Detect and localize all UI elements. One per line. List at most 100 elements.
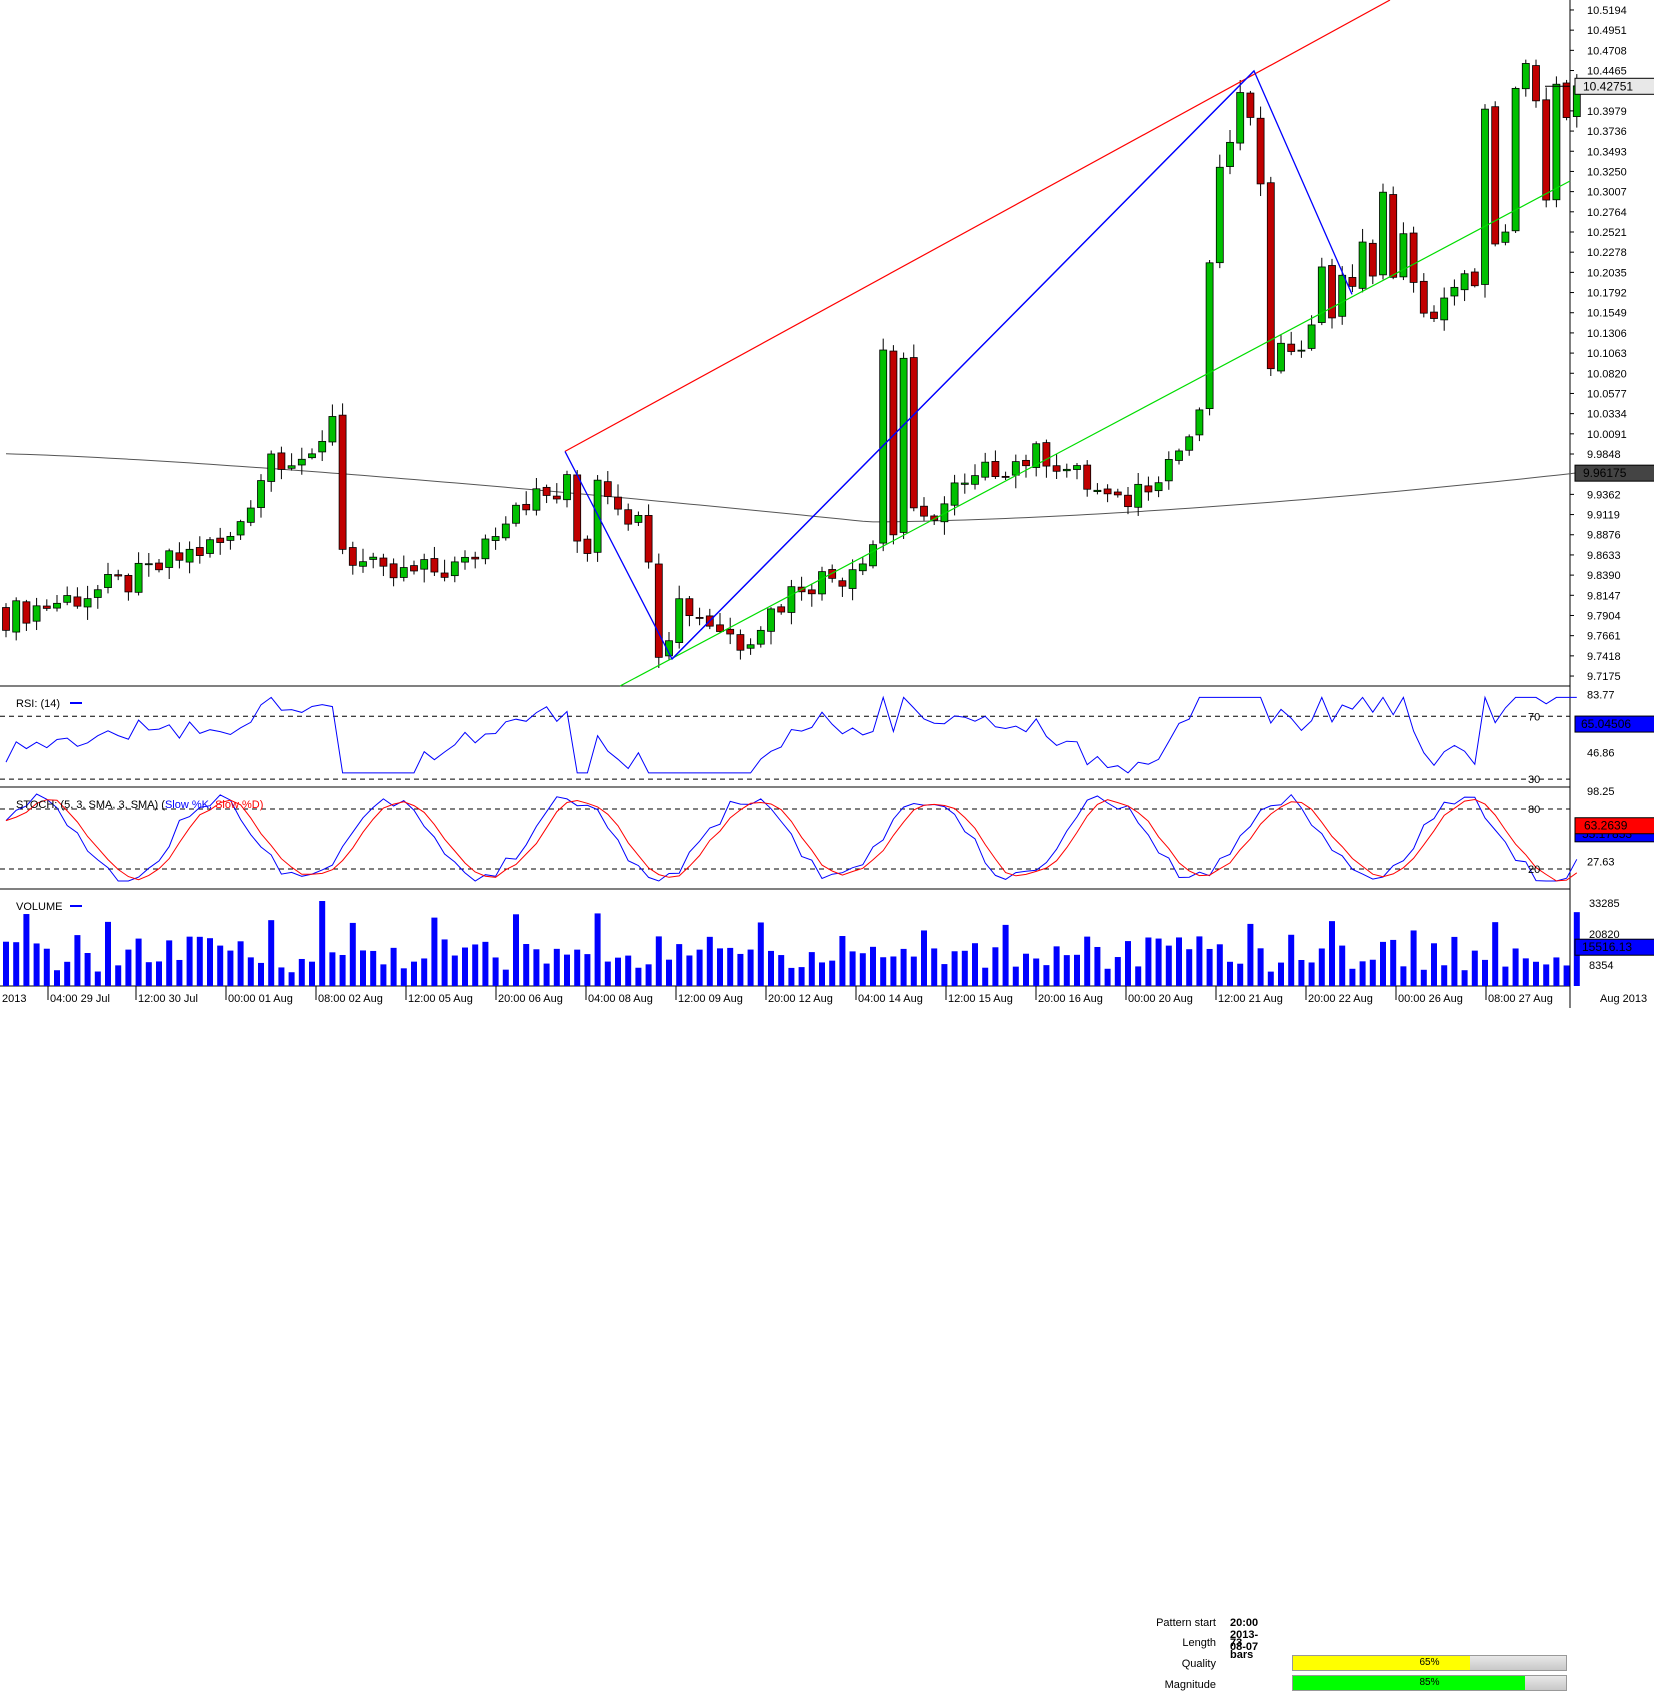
- volume-bar: [145, 962, 152, 986]
- volume-bar: [1492, 922, 1499, 986]
- candle-down: [1256, 117, 1265, 185]
- volume-bar: [1288, 934, 1295, 986]
- volume-bar: [1135, 966, 1142, 986]
- volume-bar: [196, 936, 203, 986]
- volume-bar: [553, 948, 560, 986]
- candle-down: [1419, 280, 1428, 314]
- candle-up: [981, 461, 990, 478]
- volume-bar: [1186, 949, 1193, 986]
- x-tick-label: Aug 2013: [1600, 993, 1647, 1005]
- candle-up: [1062, 468, 1071, 472]
- candle-down: [991, 461, 1000, 477]
- candle-up: [1460, 273, 1469, 291]
- volume-bar: [1084, 936, 1091, 986]
- candle-down: [777, 606, 786, 613]
- volume-bar: [288, 972, 295, 986]
- candle-up: [1164, 458, 1173, 482]
- candle-down: [1532, 65, 1540, 102]
- x-tick-label: 00:00 20 Aug: [1128, 993, 1193, 1005]
- volume-bar: [594, 913, 601, 986]
- price-tick-label: 9.9119: [1587, 510, 1620, 522]
- candle-up: [756, 629, 765, 645]
- candle-down: [695, 617, 704, 619]
- stoch-tick-label: 20: [1528, 864, 1540, 876]
- candle-down: [930, 515, 939, 521]
- volume-bar: [1063, 955, 1070, 986]
- volume-bar: [972, 943, 978, 986]
- x-tick-label: 2013: [2, 993, 26, 1005]
- volume-bar: [1400, 966, 1407, 986]
- volume-bar: [584, 954, 591, 986]
- volume-bar: [156, 961, 162, 986]
- candle-down: [522, 503, 531, 511]
- candle-up: [1195, 409, 1204, 436]
- candle-down: [583, 538, 592, 554]
- volume-bar: [1441, 965, 1448, 986]
- volume-bar: [462, 947, 468, 986]
- candle-down: [1389, 194, 1398, 278]
- x-tick-label: 12:00 09 Aug: [678, 993, 743, 1005]
- candle-up: [1073, 465, 1081, 470]
- volume-bar: [64, 961, 71, 986]
- volume-bar: [1267, 971, 1274, 986]
- candle-up: [1134, 483, 1143, 508]
- volume-bar: [543, 963, 550, 986]
- candle-down: [389, 563, 398, 579]
- price-tick-label: 10.1063: [1587, 348, 1627, 360]
- candle-up: [899, 357, 908, 533]
- volume-bar: [1114, 957, 1121, 986]
- volume-bar: [1533, 961, 1539, 986]
- candle-up: [165, 550, 174, 568]
- candle-up: [1450, 286, 1459, 297]
- candle-up: [481, 538, 490, 560]
- candle-down: [1246, 92, 1255, 118]
- candle-up: [869, 544, 877, 567]
- volume-bar: [309, 961, 315, 986]
- volume-bar: [54, 970, 60, 986]
- stoch-tick-label: 80: [1528, 804, 1540, 816]
- candle-down: [603, 481, 612, 497]
- volume-bar: [1359, 961, 1366, 986]
- rsi-current-label: 65.04506: [1581, 717, 1631, 731]
- price-tick-label: 9.8633: [1587, 550, 1621, 562]
- candle-down: [195, 547, 204, 556]
- candle-up: [1185, 436, 1194, 451]
- pattern-magnitude-label: Magnitude: [1164, 1679, 1216, 1691]
- candle-down: [1562, 82, 1571, 118]
- volume-label: VOLUME: [16, 901, 62, 913]
- candle-up: [1552, 83, 1561, 201]
- price-tick-label: 9.9362: [1587, 489, 1621, 501]
- volume-bar: [278, 967, 285, 986]
- candle-down: [644, 515, 653, 563]
- candle-down: [379, 557, 388, 567]
- volume-bar: [951, 951, 958, 986]
- candle-down: [552, 495, 561, 500]
- candle-up: [287, 465, 296, 469]
- price-tick-label: 9.8876: [1587, 530, 1621, 542]
- volume-bar: [186, 936, 193, 986]
- volume-bar: [1390, 939, 1397, 986]
- candle-down: [909, 357, 918, 509]
- candle-up: [634, 515, 643, 523]
- chart-svg[interactable]: RSI: (14) 83.77 70 46.86 30 65.04506 STOCH: (…: [0, 0, 1654, 1008]
- candle-up: [185, 548, 194, 563]
- volume-bar: [1247, 923, 1254, 986]
- candle-down: [1001, 475, 1010, 478]
- volume-bar: [1329, 921, 1335, 986]
- ma-value-label: 9.96175: [1583, 466, 1627, 480]
- candle-up: [1236, 92, 1245, 144]
- candle-up: [257, 480, 265, 508]
- candle-down: [807, 589, 816, 595]
- candle-up: [236, 521, 245, 536]
- candle-up: [512, 504, 520, 524]
- x-tick-label: 12:00 21 Aug: [1218, 993, 1283, 1005]
- volume-bar: [1176, 937, 1182, 986]
- volume-bar: [431, 917, 438, 986]
- volume-bar: [564, 954, 570, 986]
- volume-bar: [1522, 958, 1529, 986]
- volume-bar: [268, 920, 275, 986]
- candle-up: [1501, 231, 1510, 243]
- volume-bar: [941, 964, 948, 986]
- volume-bar: [207, 938, 213, 986]
